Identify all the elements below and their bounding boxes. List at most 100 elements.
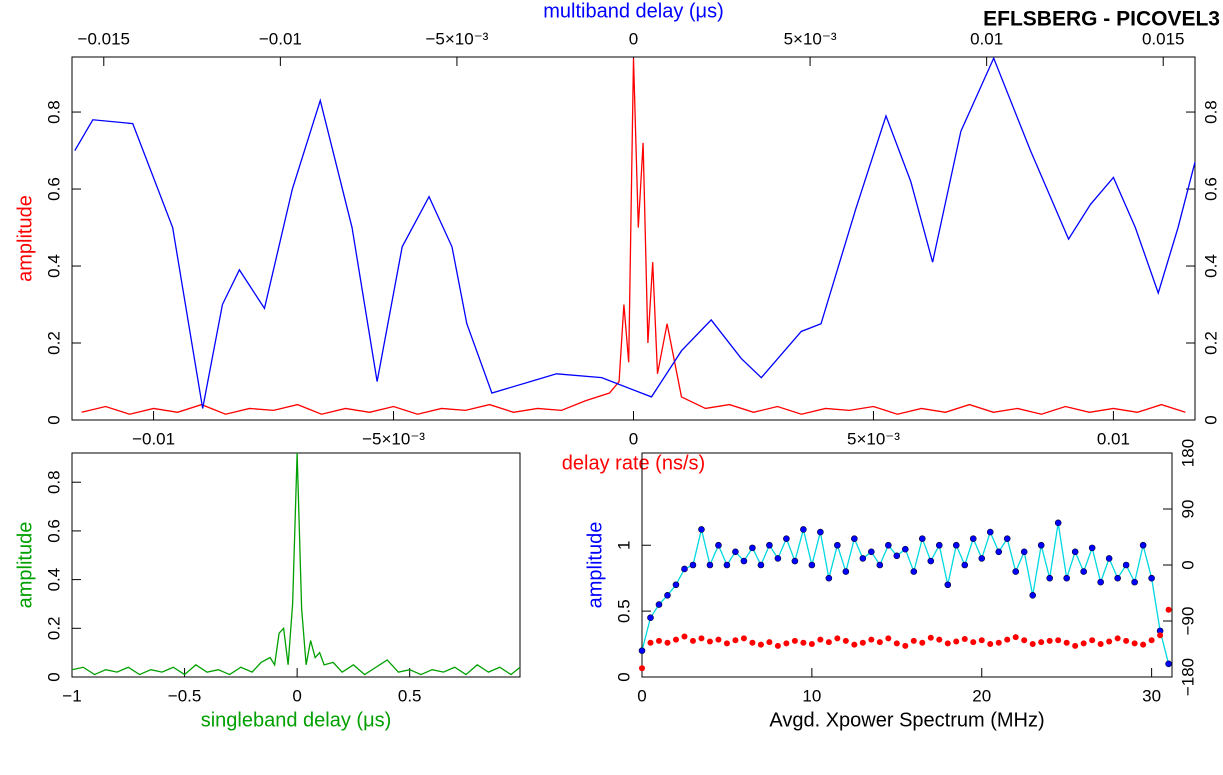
marker — [868, 548, 875, 556]
y-tick-label: 0 — [614, 672, 633, 681]
marker — [732, 548, 739, 556]
marker — [1080, 640, 1087, 647]
marker — [910, 637, 917, 644]
x2-tick-label: −0.015 — [78, 29, 130, 48]
x2-tick-label: 0.015 — [1142, 29, 1185, 48]
marker — [639, 665, 645, 672]
y-tick-label: 0.4 — [44, 254, 63, 278]
x2-axis-label: multiband delay (μs) — [543, 0, 724, 22]
marker — [1029, 641, 1036, 648]
y-tick-label: 0.8 — [44, 470, 63, 494]
x2-tick-label: 0.01 — [970, 29, 1003, 48]
marker — [936, 636, 943, 643]
marker — [664, 639, 671, 646]
marker — [800, 639, 807, 646]
marker — [672, 581, 680, 589]
y-right-tick-label: 0.2 — [1201, 331, 1220, 355]
marker — [1046, 574, 1053, 582]
x-tick-label: −1 — [62, 686, 81, 705]
marker — [715, 636, 722, 643]
marker — [1148, 574, 1155, 582]
marker — [749, 544, 756, 552]
marker — [935, 541, 943, 549]
y-axis-label: amplitude — [14, 195, 36, 282]
marker — [757, 561, 765, 569]
marker — [766, 639, 773, 646]
marker — [944, 640, 951, 647]
marker — [978, 637, 985, 644]
y-tick-label: 0.6 — [44, 519, 63, 543]
marker — [1003, 535, 1011, 542]
y-right-tick-label: 0 — [1178, 560, 1197, 569]
x-tick-label: −0.01 — [132, 429, 175, 448]
marker — [774, 642, 781, 649]
marker — [944, 581, 952, 589]
marker — [1123, 637, 1130, 644]
marker — [1029, 592, 1037, 599]
marker — [723, 640, 730, 647]
y-tick-label: 1 — [614, 541, 633, 550]
x-axis-label: singleband delay (μs) — [201, 709, 392, 731]
marker — [1004, 636, 1011, 643]
marker — [1088, 544, 1096, 552]
marker — [1055, 637, 1062, 644]
marker — [791, 637, 798, 644]
marker — [1165, 660, 1172, 668]
marker — [638, 647, 646, 654]
marker — [918, 535, 926, 542]
marker — [961, 561, 969, 569]
marker — [706, 561, 714, 569]
marker — [647, 614, 654, 622]
y-right-tick-label: 90 — [1178, 500, 1197, 519]
y-tick-label: 0 — [44, 415, 63, 424]
y-tick-label: 0.2 — [44, 616, 63, 640]
y-right-tick-label: 0.6 — [1201, 177, 1220, 201]
marker — [1165, 606, 1172, 613]
y-tick-label: 0.6 — [44, 177, 63, 201]
marker — [1072, 642, 1079, 649]
marker — [961, 636, 968, 643]
marker — [698, 526, 705, 533]
marker — [970, 639, 977, 646]
marker — [647, 639, 654, 646]
y-axis-label: amplitude — [584, 522, 606, 609]
marker — [817, 636, 824, 643]
marker — [1106, 638, 1113, 645]
marker — [800, 526, 807, 533]
y-right-tick-label: 0.8 — [1201, 100, 1220, 124]
marker — [1114, 635, 1121, 642]
y-right-tick-label: 180 — [1178, 439, 1197, 467]
marker — [672, 636, 679, 643]
marker — [655, 637, 662, 644]
marker — [817, 528, 824, 536]
marker — [1012, 568, 1020, 575]
marker — [919, 639, 926, 646]
y-right-tick-label: −180 — [1178, 658, 1197, 696]
marker — [783, 535, 790, 542]
marker — [808, 641, 815, 648]
x-tick-label: 20 — [972, 686, 991, 705]
marker — [689, 637, 696, 644]
x-axis-label: delay rate (ns/s) — [562, 452, 705, 474]
marker — [1037, 541, 1045, 549]
marker — [995, 548, 1003, 556]
x-tick-label: −0.5 — [168, 686, 202, 705]
marker — [893, 640, 900, 647]
marker — [1054, 519, 1062, 527]
x-tick-label: −5×10⁻³ — [362, 429, 425, 448]
marker — [732, 637, 739, 644]
plot-frame — [641, 452, 1173, 678]
y-tick-label: 0.5 — [614, 599, 633, 623]
y-right-tick-label: 0 — [1201, 415, 1220, 424]
marker — [876, 639, 883, 646]
plot-frame — [71, 56, 1196, 421]
x2-tick-label: 0 — [629, 29, 638, 48]
marker — [706, 638, 713, 645]
marker — [1021, 637, 1028, 644]
marker — [783, 640, 790, 647]
marker — [1097, 578, 1104, 586]
x-tick-label: 5×10⁻³ — [847, 429, 900, 448]
chart-title: EFLSBERG - PICOVEL3 — [983, 8, 1220, 31]
x-axis-label: Avgd. Xpower Spectrum (MHz) — [769, 709, 1044, 731]
x-tick-label: 0.01 — [1097, 429, 1130, 448]
